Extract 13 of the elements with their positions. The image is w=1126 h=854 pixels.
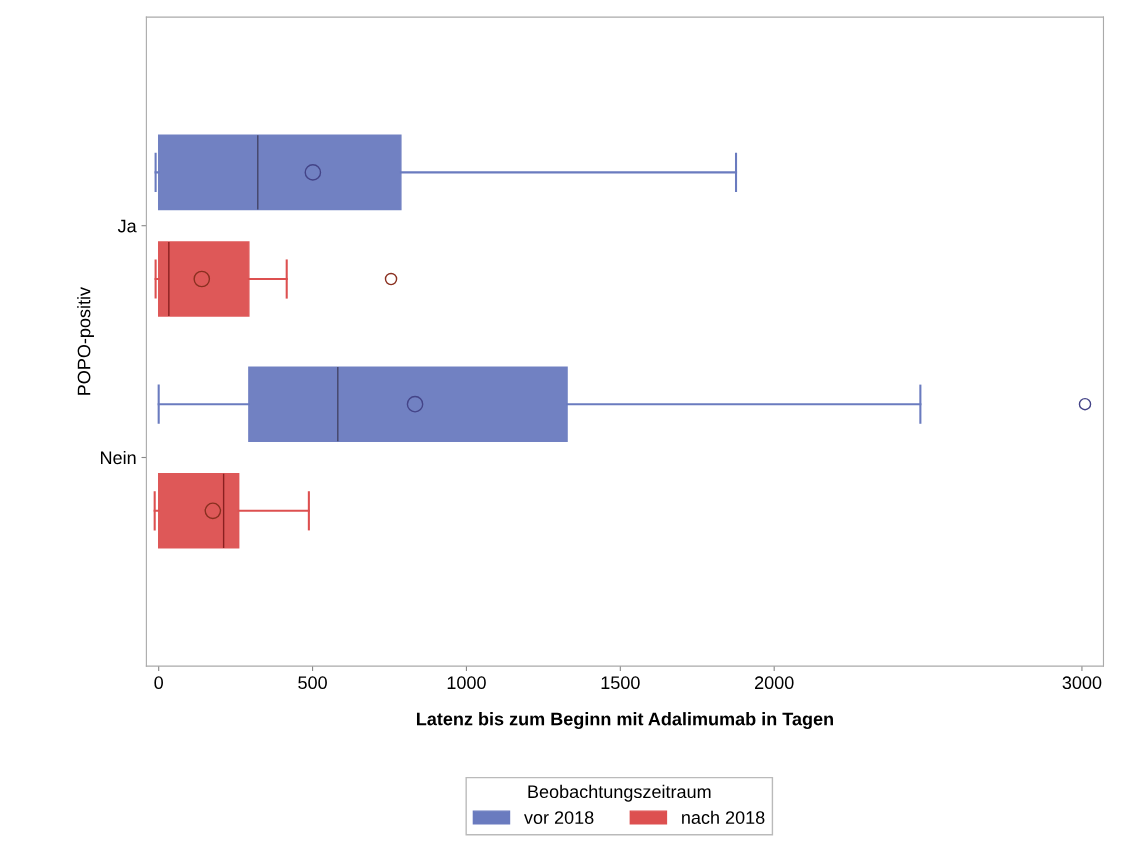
x-tick-label: 500 xyxy=(298,676,327,690)
legend-title: Beobachtungszeitraum xyxy=(528,784,711,802)
y-tick-label: Nein xyxy=(101,450,136,465)
y-axis-title: POPO-positiv xyxy=(77,286,94,395)
x-tick-label: 2000 xyxy=(755,676,794,690)
x-axis-title: Latenz bis zum Beginn mit Adalimumab in Tagen xyxy=(416,712,833,730)
y-tick-label: Ja xyxy=(117,219,137,233)
legend-label: vor 2018 xyxy=(524,811,594,824)
x-tick-label: 3000 xyxy=(1062,676,1102,690)
x-tick-label: 1500 xyxy=(601,676,640,690)
x-tick-label: 1000 xyxy=(447,676,486,690)
legend-label: nach 2018 xyxy=(682,810,765,824)
x-tick-label: 0 xyxy=(154,676,163,690)
